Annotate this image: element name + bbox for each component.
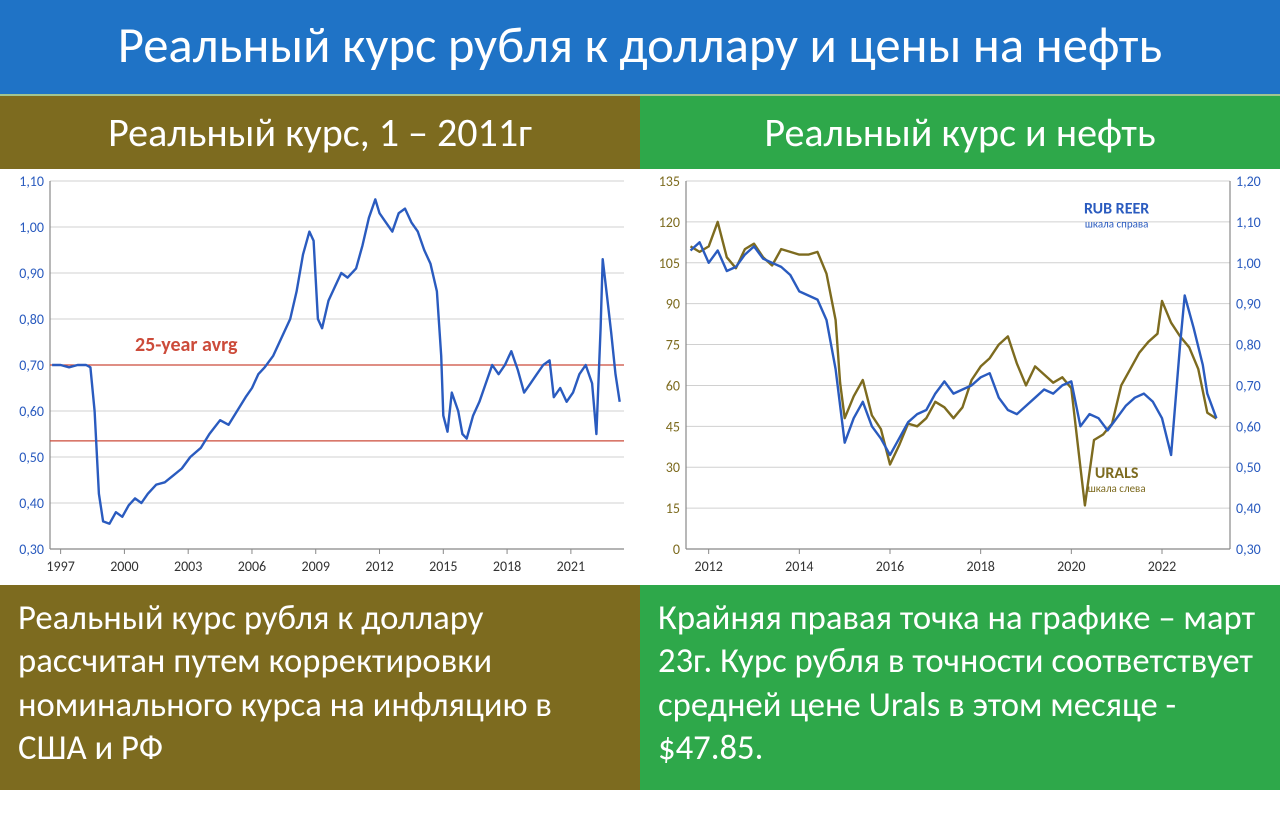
svg-text:2021: 2021 <box>557 558 585 575</box>
svg-text:2000: 2000 <box>110 558 138 575</box>
svg-text:0,50: 0,50 <box>1236 459 1261 476</box>
chart-right: 0 15 30 45 60 75 90 105 120 135 0,30 0,40 0,50 0,60 0,… <box>640 169 1280 585</box>
svg-text:0,60: 0,60 <box>19 403 44 420</box>
svg-text:0,50: 0,50 <box>19 449 44 466</box>
chart-right-svg: 0 15 30 45 60 75 90 105 120 135 0,30 0,40 0,50 0,60 0,… <box>640 169 1276 585</box>
svg-text:0,70: 0,70 <box>19 357 44 374</box>
svg-text:шкала справа: шкала справа <box>1085 218 1149 231</box>
footer-left-text: Реальный курс рубля к доллару рассчитан … <box>18 597 552 769</box>
svg-text:0: 0 <box>673 541 680 558</box>
svg-text:0,90: 0,90 <box>1236 296 1261 313</box>
svg-text:1,20: 1,20 <box>1236 173 1261 190</box>
svg-text:2006: 2006 <box>238 558 266 575</box>
svg-text:0,40: 0,40 <box>19 495 44 512</box>
subheader-left: Реальный курс, 1 – 2011г <box>0 96 640 169</box>
svg-text:120: 120 <box>659 214 680 231</box>
svg-text:0,60: 0,60 <box>1236 418 1261 435</box>
svg-text:шкала слева: шкала слева <box>1088 482 1146 495</box>
subheader-left-text: Реальный курс, 1 – 2011г <box>108 108 532 157</box>
footer-left: Реальный курс рубля к доллару рассчитан … <box>0 585 640 790</box>
footer-right: Крайняя правая точка на графике – март 2… <box>640 585 1280 790</box>
subheader-right-text: Реальный курс и нефть <box>764 108 1155 157</box>
svg-text:2012: 2012 <box>694 558 722 575</box>
svg-text:1,00: 1,00 <box>19 219 44 236</box>
svg-text:0,90: 0,90 <box>19 265 44 282</box>
chart-left: 0,30 0,40 0,50 0,60 0,70 0,80 0,90 1,00 1,10 1997… <box>0 169 640 585</box>
svg-text:1,00: 1,00 <box>1236 255 1261 272</box>
svg-text:25-year avrg: 25-year avrg <box>135 333 238 357</box>
svg-text:2022: 2022 <box>1148 558 1176 575</box>
svg-text:75: 75 <box>666 337 680 354</box>
svg-text:45: 45 <box>666 418 680 435</box>
main-title-text: Реальный курс рубля к доллару и цены на … <box>118 14 1162 76</box>
svg-text:2018: 2018 <box>966 558 994 575</box>
svg-text:0,80: 0,80 <box>1236 337 1261 354</box>
svg-text:30: 30 <box>666 459 680 476</box>
svg-text:0,40: 0,40 <box>1236 500 1261 517</box>
svg-text:2014: 2014 <box>785 558 813 575</box>
svg-text:1,10: 1,10 <box>1236 214 1261 231</box>
column-left: Реальный курс, 1 – 2011г 0,30 0,40 0,50 0,6… <box>0 96 640 790</box>
column-right: Реальный курс и нефть 0 15 30 45 60 75 90 105 12… <box>640 96 1280 790</box>
chart-left-svg: 0,30 0,40 0,50 0,60 0,70 0,80 0,90 1,00 1,10 1997… <box>0 169 636 585</box>
svg-text:90: 90 <box>666 296 680 313</box>
main-title: Реальный курс рубля к доллару и цены на … <box>0 0 1280 96</box>
columns: Реальный курс, 1 – 2011г 0,30 0,40 0,50 0,6… <box>0 96 1280 790</box>
svg-text:2009: 2009 <box>302 558 330 575</box>
svg-text:URALS: URALS <box>1095 464 1139 483</box>
svg-text:135: 135 <box>659 173 680 190</box>
svg-text:2015: 2015 <box>429 558 457 575</box>
svg-text:2018: 2018 <box>493 558 521 575</box>
svg-text:2012: 2012 <box>365 558 393 575</box>
svg-text:0,30: 0,30 <box>1236 541 1261 558</box>
svg-text:60: 60 <box>666 377 680 394</box>
subheader-right: Реальный курс и нефть <box>640 96 1280 169</box>
svg-text:2020: 2020 <box>1057 558 1085 575</box>
footer-right-text: Крайняя правая точка на графике – март 2… <box>658 597 1255 769</box>
svg-text:2016: 2016 <box>876 558 904 575</box>
svg-text:1997: 1997 <box>46 558 74 575</box>
svg-text:105: 105 <box>659 255 680 272</box>
svg-text:RUB REER: RUB REER <box>1084 200 1149 219</box>
svg-text:0,30: 0,30 <box>19 541 44 558</box>
svg-text:0,80: 0,80 <box>19 311 44 328</box>
svg-text:15: 15 <box>666 500 680 517</box>
svg-text:0,70: 0,70 <box>1236 377 1261 394</box>
svg-text:2003: 2003 <box>174 558 202 575</box>
svg-text:1,10: 1,10 <box>19 173 44 190</box>
